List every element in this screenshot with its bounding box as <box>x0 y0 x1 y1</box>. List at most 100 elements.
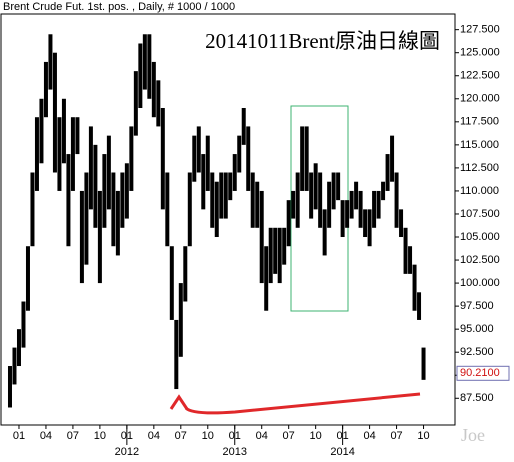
price-bar <box>205 135 210 191</box>
price-bar <box>331 172 336 210</box>
price-bar <box>421 347 426 380</box>
price-bar <box>70 117 75 191</box>
price-bar <box>183 246 188 302</box>
price-bar <box>196 126 201 173</box>
price-bar <box>25 246 30 311</box>
price-bar <box>93 144 98 228</box>
year-label: 2014 <box>330 446 354 458</box>
y-tick-label: 92.500 <box>460 346 494 358</box>
price-bar <box>7 366 12 408</box>
x-tick-label: 04 <box>148 430 160 442</box>
price-bar <box>12 347 17 385</box>
price-bar <box>390 135 395 182</box>
x-tick-label: 10 <box>310 430 322 442</box>
price-bar <box>228 172 233 201</box>
price-bar <box>174 319 179 390</box>
price-bar <box>39 98 44 164</box>
price-bar <box>417 292 422 320</box>
price-bar <box>363 209 368 238</box>
price-bar <box>295 172 300 228</box>
price-bar <box>336 172 341 201</box>
price-bar <box>66 154 71 247</box>
last-price-box <box>456 365 510 381</box>
price-bar <box>291 190 296 219</box>
price-bar <box>151 61 156 118</box>
price-bar <box>282 227 287 265</box>
price-bar <box>259 190 264 284</box>
price-bar <box>187 172 192 247</box>
price-bar <box>34 117 39 191</box>
price-bar <box>129 126 134 191</box>
price-bar <box>349 190 354 219</box>
price-bar <box>43 61 48 118</box>
price-bar <box>88 126 93 210</box>
price-bar <box>201 154 206 210</box>
price-bar <box>372 190 377 228</box>
y-tick-label: 100.000 <box>460 277 500 289</box>
price-bar <box>169 246 174 320</box>
y-tick-label: 117.500 <box>460 116 499 128</box>
price-bar <box>160 107 165 210</box>
price-bar <box>16 329 21 367</box>
y-tick-label: 87.500 <box>460 392 494 404</box>
y-tick-label: 127.500 <box>460 24 500 36</box>
price-bar <box>300 126 305 191</box>
price-bar <box>97 190 102 284</box>
price-bar <box>210 172 215 228</box>
y-tick-label: 120.000 <box>460 93 500 105</box>
x-tick-label: 10 <box>202 430 214 442</box>
x-tick-label: 04 <box>40 430 52 442</box>
y-tick-label: 97.500 <box>460 300 494 312</box>
price-bar <box>354 181 359 210</box>
price-bar <box>327 181 332 228</box>
price-bar <box>133 71 138 136</box>
price-bar <box>313 163 318 210</box>
price-bar <box>214 181 219 238</box>
x-tick-label: 10 <box>417 430 429 442</box>
x-tick-label: 07 <box>67 430 79 442</box>
price-bar <box>111 172 116 247</box>
price-bar <box>241 107 246 145</box>
price-bar <box>178 283 183 357</box>
x-tick-label: 01 <box>13 430 25 442</box>
x-tick-label: 07 <box>175 430 187 442</box>
year-label: 2013 <box>223 446 247 458</box>
y-tick-label: 115.000 <box>460 139 499 151</box>
red-arrow <box>184 392 421 415</box>
y-tick-label: 112.500 <box>460 162 499 174</box>
price-bar <box>106 135 111 210</box>
price-bar <box>156 80 161 127</box>
price-bar <box>268 227 273 284</box>
plot-frame <box>0 13 456 426</box>
price-bar <box>246 126 251 191</box>
price-bar <box>232 154 237 191</box>
price-bar <box>322 209 327 256</box>
year-label: 2012 <box>115 446 139 458</box>
price-bar <box>376 190 381 219</box>
last-price-label: 90.2100 <box>460 367 500 379</box>
x-tick-label: 10 <box>94 430 106 442</box>
y-tick-label: 102.500 <box>460 254 500 266</box>
price-bar <box>304 126 309 191</box>
price-bar <box>21 301 26 348</box>
price-bar <box>250 172 255 228</box>
price-bar <box>273 227 278 274</box>
price-bar <box>394 172 399 228</box>
price-bar <box>367 209 372 247</box>
price-bar <box>115 190 120 256</box>
price-bar <box>79 190 84 284</box>
price-bar <box>102 154 107 228</box>
price-bar <box>30 172 35 247</box>
price-bar <box>138 43 143 108</box>
price-bar <box>385 154 390 191</box>
y-tick-label: 110.000 <box>460 185 499 197</box>
y-tick-label: 125.000 <box>460 47 500 59</box>
price-bar <box>142 34 147 90</box>
y-tick-label: 122.500 <box>460 70 500 82</box>
price-bar <box>318 172 323 228</box>
y-tick-label: 95.000 <box>460 323 494 335</box>
price-bar <box>358 190 363 228</box>
chart-title: 20141011Brent原油日線圖 <box>205 29 440 53</box>
price-bar <box>57 117 62 191</box>
